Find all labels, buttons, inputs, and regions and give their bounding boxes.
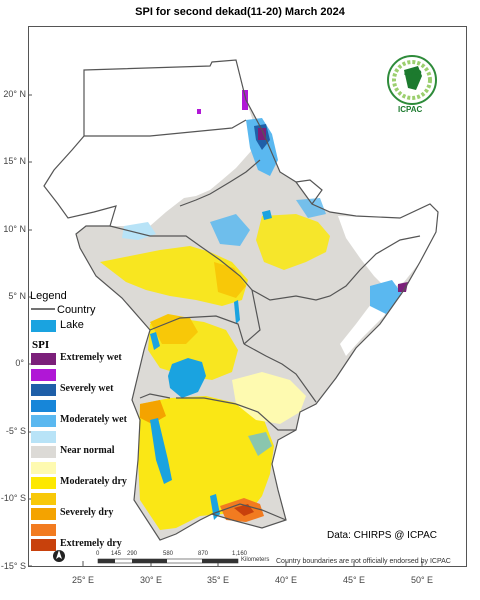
legend-spi-label: Moderately wet (60, 414, 127, 425)
lat-label-5s: -5° S (5, 426, 26, 436)
legend-spi-swatch (31, 462, 56, 474)
legend-spi-swatch (31, 477, 56, 489)
legend-spi-heading: SPI (32, 339, 50, 351)
lon-label-25e: 25° E (71, 575, 95, 585)
moderately-dry-kenya-coast (214, 262, 246, 298)
moderately-wet-kenya (296, 198, 326, 218)
lon-label-30e: 30° E (139, 575, 163, 585)
scale-tick-870: 870 (198, 551, 209, 557)
legend-spi-swatch (31, 431, 56, 443)
moderately-wet-tanzania (248, 432, 272, 456)
scale-unit: Kilometers (241, 557, 270, 563)
legend-spi-label: Severely dry (60, 507, 114, 518)
extremely-wet-sudan-dot (197, 109, 201, 114)
lon-label-50e: 50° E (410, 575, 434, 585)
legend-spi-swatch (31, 446, 56, 458)
lat-label-10s: -10° S (0, 493, 26, 503)
lon-label-40e: 40° E (274, 575, 298, 585)
legend-spi-swatch (31, 369, 56, 381)
legend-lake-label: Lake (60, 319, 84, 331)
legend-spi-label: Near normal (60, 445, 115, 456)
legend-spi-swatch (31, 400, 56, 412)
extremely-wet-egypt (242, 90, 248, 110)
scale-bar (97, 558, 239, 564)
lat-label-10n: 10° N (3, 224, 26, 234)
lat-label-15n: 15° N (3, 156, 26, 166)
lake-albert (150, 332, 160, 350)
legend-spi-swatch (31, 539, 56, 551)
lat-label-20n: 20° N (3, 89, 26, 99)
lake-tanganyika (150, 418, 172, 484)
scale-tick-290: 290 (127, 551, 138, 557)
legend-spi-swatch (31, 353, 56, 365)
moderately-dry-ethiopia (256, 214, 330, 270)
north-arrow-icon (53, 550, 65, 562)
legend-title: Legend (30, 290, 67, 302)
data-credit: Data: CHIRPS @ ICPAC (327, 530, 437, 541)
legend-spi-swatch (31, 508, 56, 520)
lat-label-5n: 5° N (8, 291, 26, 301)
lake-tana (262, 210, 272, 220)
lon-label-45e: 45° E (342, 575, 366, 585)
legend-spi-label: Severely wet (60, 383, 114, 394)
moderately-dry-southsudan (100, 246, 248, 306)
legend-country-label: Country (57, 304, 96, 316)
legend-spi-label: Moderately dry (60, 476, 127, 487)
near-normal-sudan (80, 176, 254, 262)
light-dry-kenya (232, 372, 306, 424)
legend-spi-swatch (31, 415, 56, 427)
lat-label-15s: -15° S (0, 561, 26, 571)
extremely-wet-redsea (258, 128, 266, 140)
map-title: SPI for second dekad(11-20) March 2024 (135, 6, 345, 18)
scale-tick-0: 0 (96, 551, 100, 557)
moderately-dry-tanzania (138, 396, 274, 530)
scale-tick-1160: 1,160 (232, 551, 248, 557)
lake-turkana (234, 300, 240, 324)
dry-season-mask-north (44, 60, 256, 226)
logo-bottom-text: ICPAC (398, 105, 423, 114)
lat-label-0: 0° (15, 358, 24, 368)
legend-spi-label: Extremely dry (60, 538, 122, 549)
extremely-wet-somalia (398, 282, 408, 292)
legend-lake-swatch (31, 320, 56, 332)
lake-victoria (168, 358, 206, 398)
lon-label-35e: 35° E (206, 575, 230, 585)
country-line-icon (31, 308, 55, 310)
scale-tick-145: 145 (111, 551, 122, 557)
moderately-wet-ethiopia (210, 214, 250, 246)
boundary-disclaimer: Country boundaries are not officially en… (276, 558, 451, 565)
lake-malawi (210, 494, 220, 520)
legend-spi-swatch (31, 493, 56, 505)
logo-top-text: IGAD (404, 70, 422, 77)
legend-spi-swatch (31, 384, 56, 396)
moderately-wet-somalia (370, 280, 402, 314)
scale-tick-580: 580 (163, 551, 174, 557)
severely-dry-burundi (140, 400, 166, 424)
legend-spi-swatch (31, 524, 56, 536)
severely-dry-congo (150, 314, 198, 344)
icpac-logo (387, 55, 437, 105)
legend-spi-label: Extremely wet (60, 352, 122, 363)
country-boundaries (43, 59, 439, 541)
